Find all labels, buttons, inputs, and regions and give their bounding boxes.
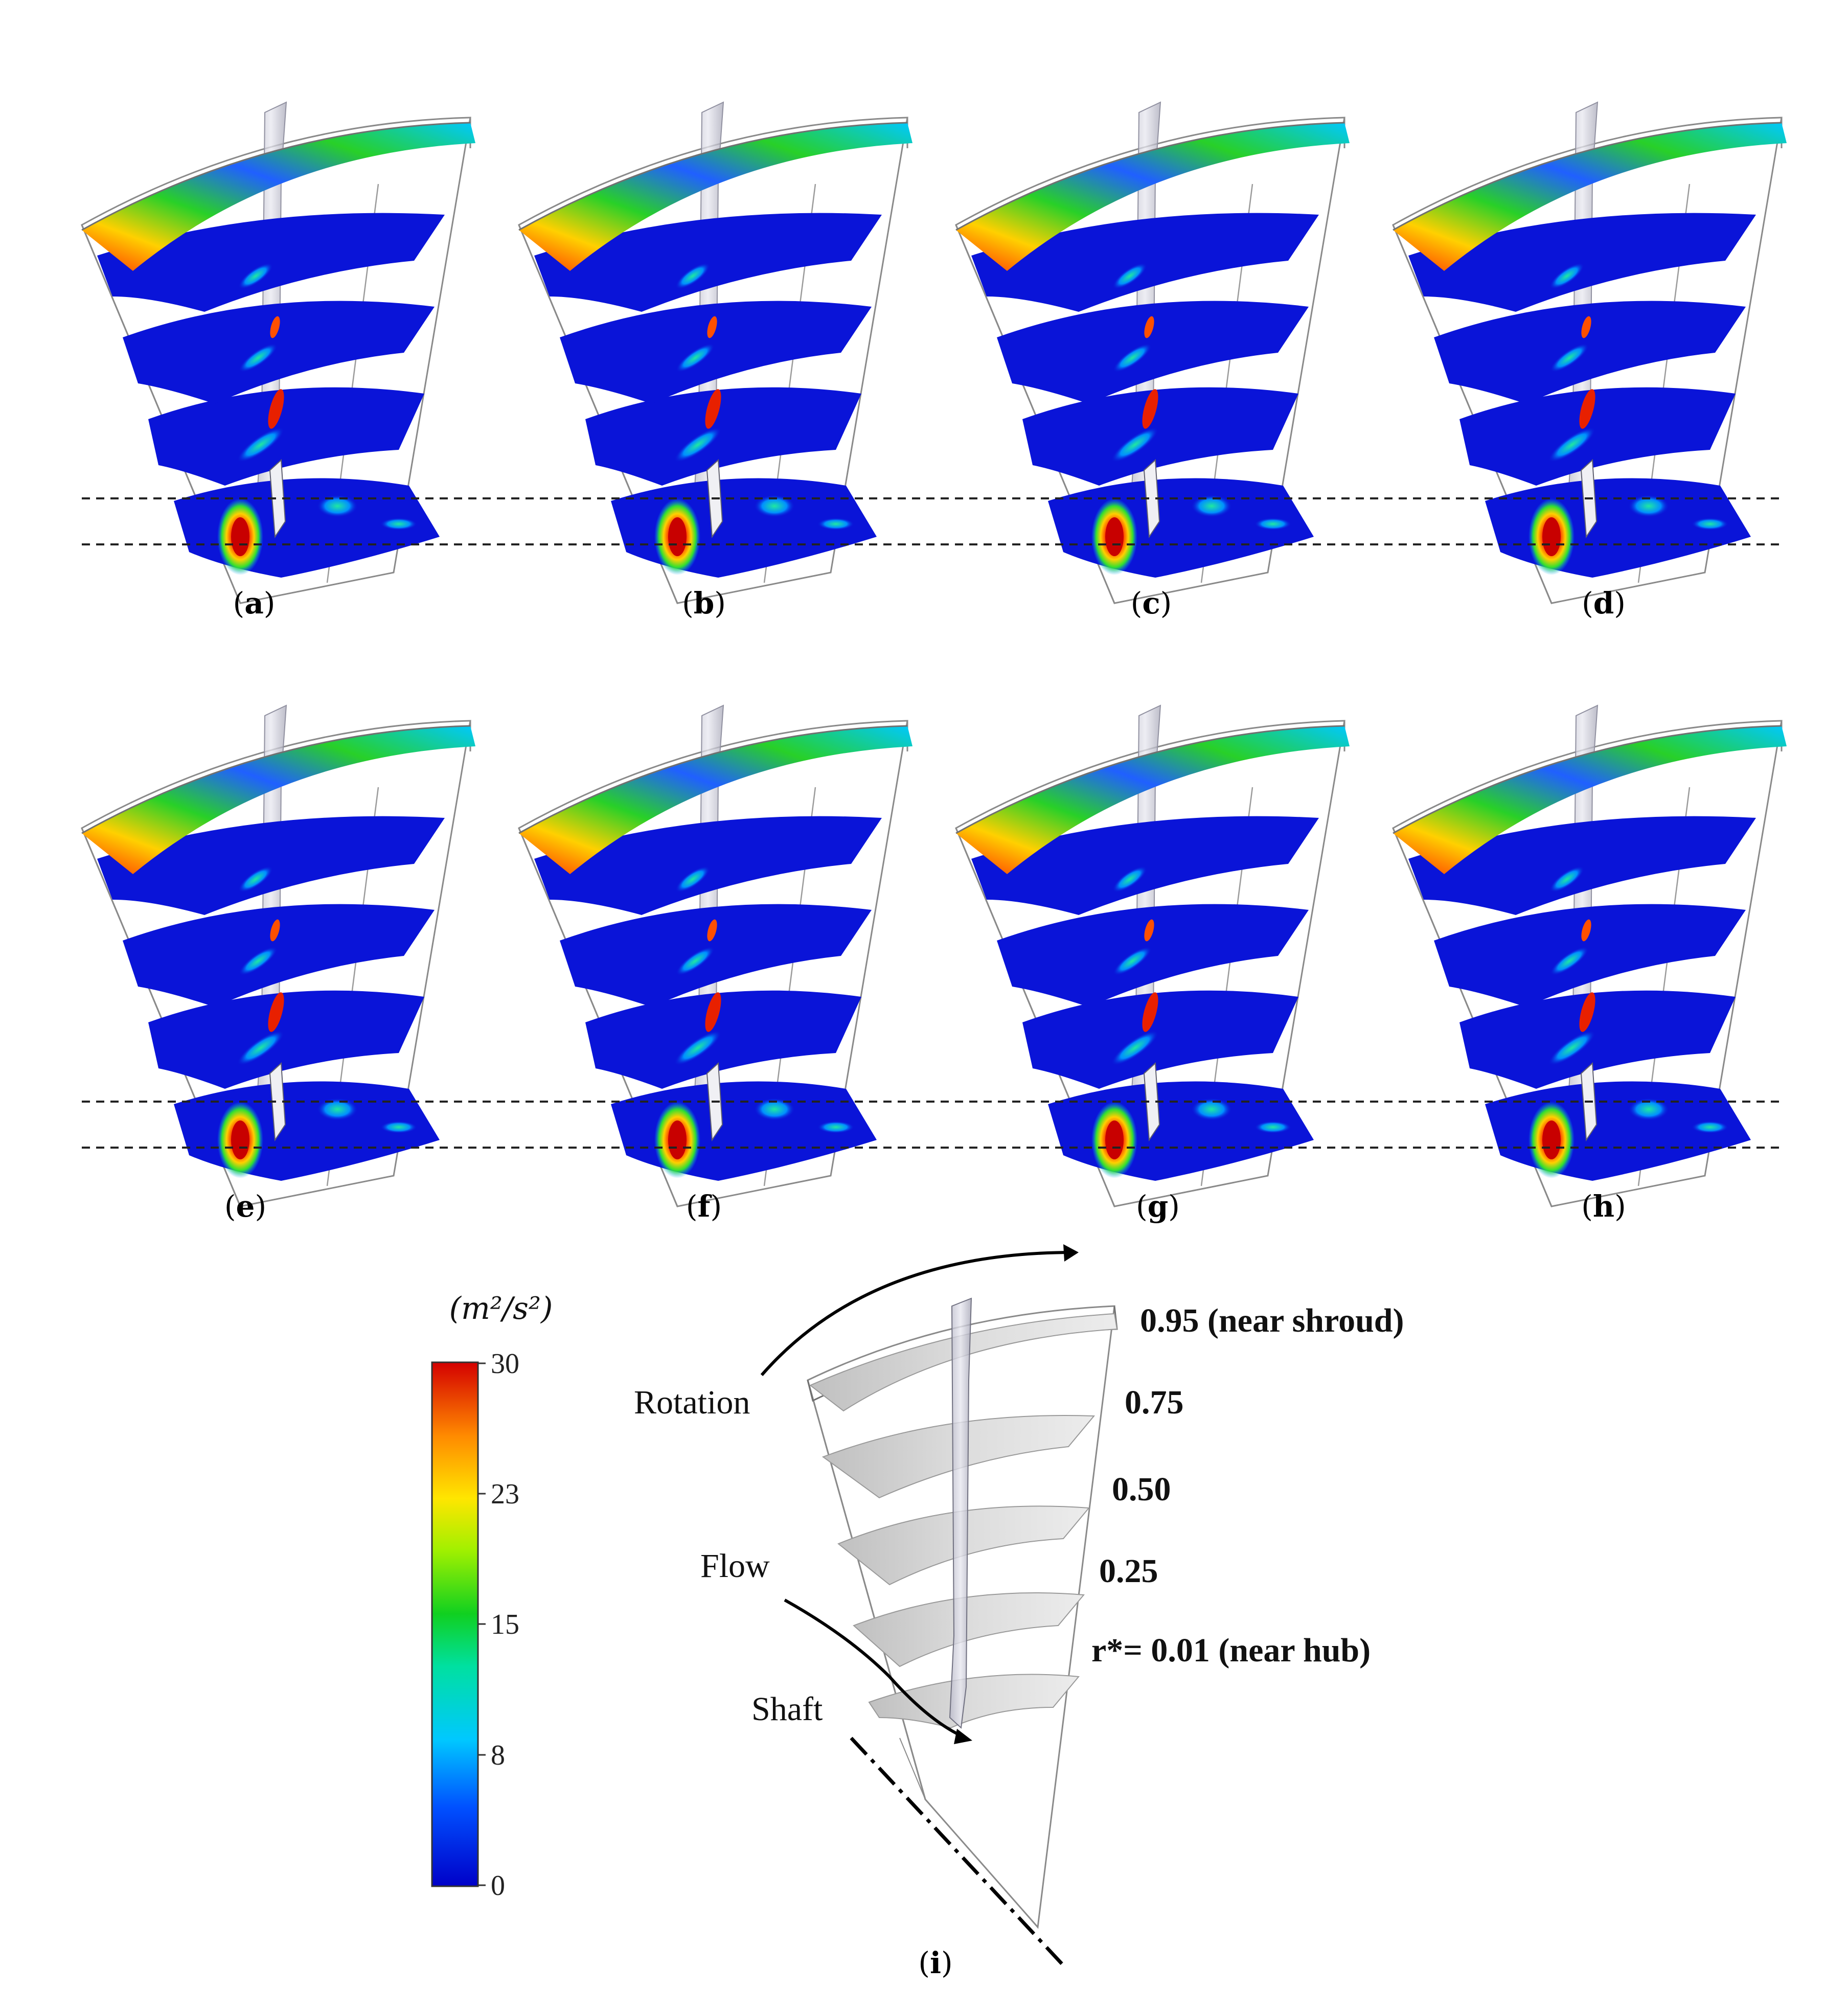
colorbar-tick-30: 30: [491, 1348, 519, 1380]
colorbar-unit: (m²/s²): [449, 1291, 553, 1327]
shaft-label: Shaft: [751, 1690, 823, 1728]
schematic-diagram: [760, 1244, 1118, 1970]
rotation-arrowhead-icon: [1063, 1244, 1079, 1262]
level-label-075: 0.75: [1125, 1384, 1184, 1421]
flow-arrow: [784, 1598, 967, 1740]
panel-caption-i: (i): [918, 1946, 952, 1980]
colorbar-tick-0: 0: [491, 1870, 505, 1902]
contour-panel-a: [81, 101, 476, 604]
shaft-line: [850, 1736, 1067, 1970]
flow-label: Flow: [700, 1547, 770, 1585]
contour-panel-b: [518, 101, 914, 604]
contour-panel-h: [1392, 704, 1788, 1207]
panel-caption-c: (c): [1131, 586, 1172, 621]
level-label-050: 0.50: [1112, 1471, 1171, 1508]
level-label-095: 0.95 (near shroud): [1140, 1302, 1404, 1339]
panel-caption-d: (d): [1582, 586, 1626, 621]
rotation-arrow: [760, 1251, 1074, 1376]
flow-arrowhead-icon: [954, 1729, 972, 1744]
rotation-label: Rotation: [634, 1384, 750, 1421]
contour-panel-g: [955, 704, 1351, 1207]
contour-panel-e: [81, 704, 476, 1207]
level-label-001: r*= 0.01 (near hub): [1091, 1632, 1371, 1669]
colorbar-ticks: [478, 1362, 486, 1886]
level-label-025: 0.25: [1099, 1552, 1158, 1590]
panel-caption-e: (e): [224, 1189, 266, 1224]
panel-caption-h: (h): [1581, 1189, 1626, 1224]
panel-caption-a: (a): [233, 586, 276, 621]
contour-panel-d: [1392, 101, 1788, 604]
colorbar-tick-23: 23: [491, 1478, 519, 1510]
panel-caption-g: (g): [1136, 1189, 1180, 1224]
contour-panel-c: [955, 101, 1351, 604]
panel-caption-f: (f): [686, 1189, 722, 1224]
colorbar-tick-8: 8: [491, 1740, 505, 1771]
contour-panel-f: [518, 704, 914, 1207]
panel-caption-b: (b): [682, 586, 726, 621]
colorbar-tick-15: 15: [491, 1609, 519, 1640]
colorbar: [431, 1361, 479, 1887]
